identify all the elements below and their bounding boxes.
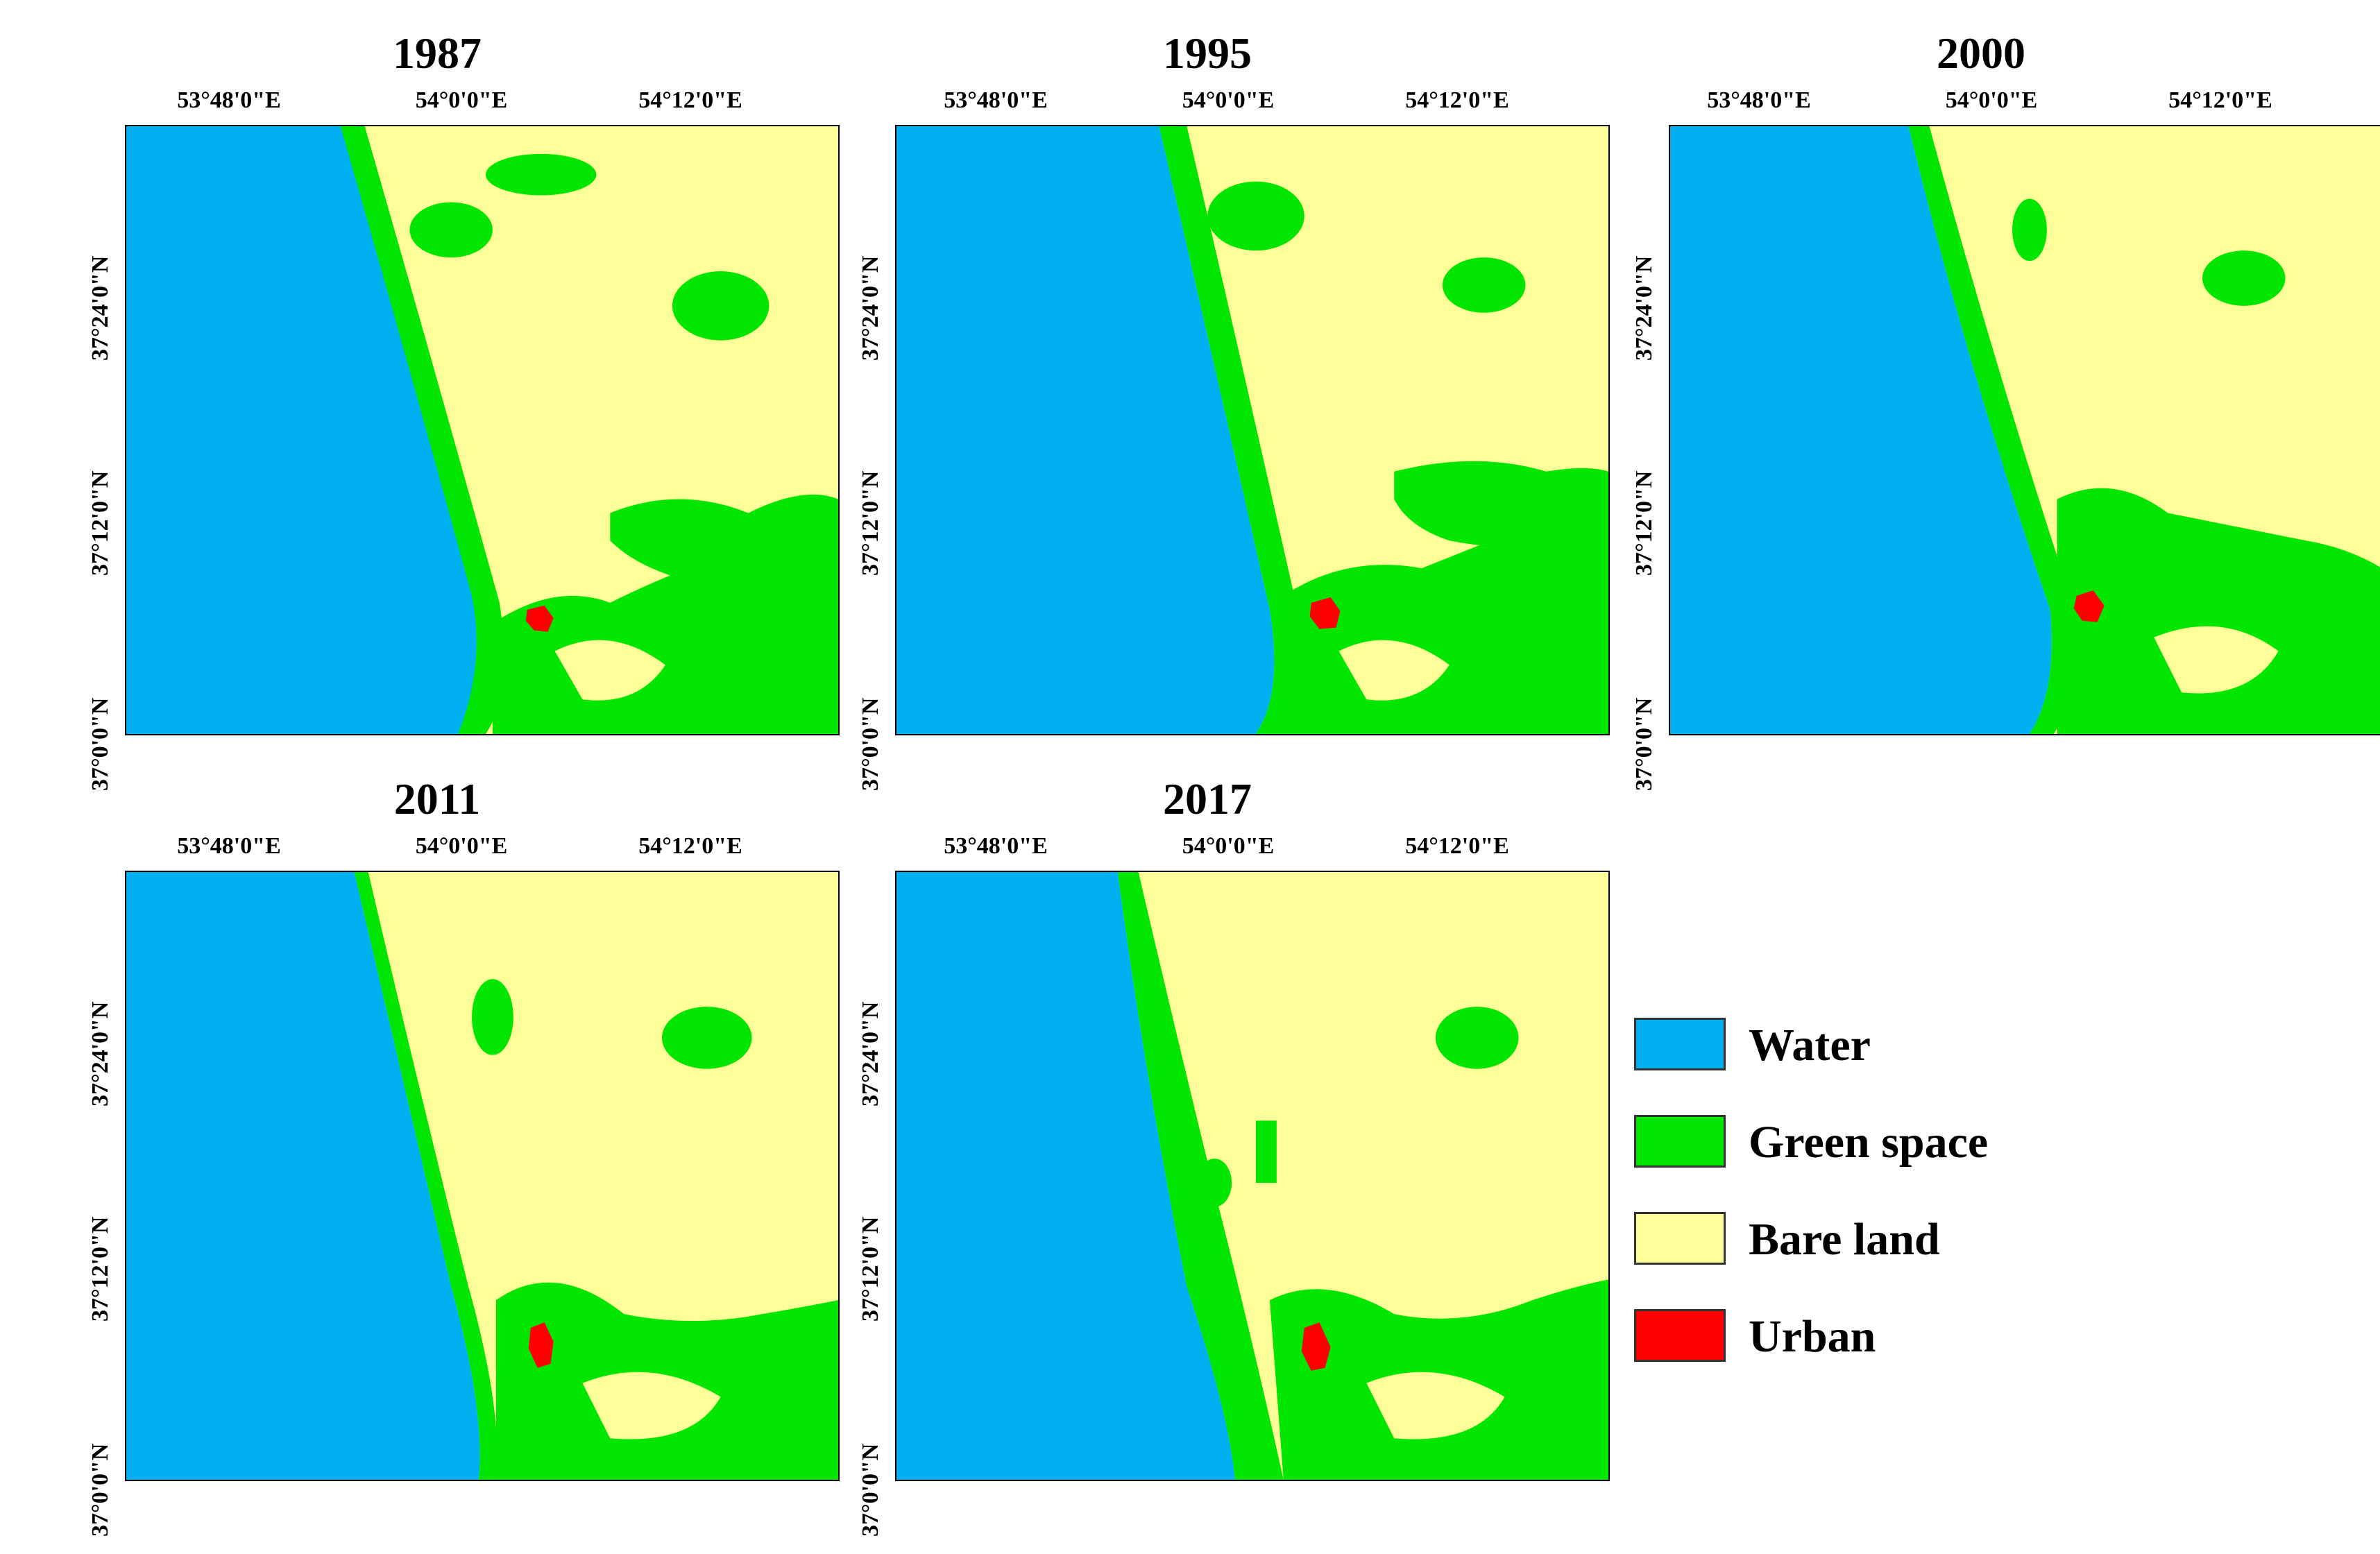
x-tick-label: 54°0'0"E [1945,87,2038,113]
legend-label: Water [1749,1020,1871,1070]
land-cover-map [125,871,840,1481]
green-patch [1197,1159,1232,1207]
green-patch [472,979,513,1055]
legend-item-bare-land: Bare land [1634,1204,2120,1273]
bare-land-patch [1366,1372,1505,1440]
x-tick-label: 54°12'0"E [638,833,742,859]
water-area [126,126,484,734]
y-tick-label: 37°12'0"N [858,470,883,576]
x-tick-label: 53°48'0"E [944,833,1048,859]
x-tick-label: 54°0'0"E [1182,87,1275,113]
land-cover-map [895,125,1610,735]
map-panel-2000: 2000 53°48'0"E 54°0'0"E 54°12'0"E 37°0'0… [1620,28,2380,791]
legend-swatch [1634,1212,1726,1265]
panel-title: 2000 [1937,28,2025,78]
bare-land-patch [582,1372,721,1440]
map-panel-1987: 1987 53°48'0"E 54°0'0"E 54°12'0"E 37°0'0… [76,28,840,791]
map-legend: Water Green space Bare land Urban [1634,1009,2120,1370]
green-coastal-strip [354,872,498,1480]
x-tick-label: 54°12'0"E [638,87,742,113]
x-tick-label: 54°0'0"E [415,87,508,113]
y-tick-label: 37°24'0"N [858,255,883,361]
y-tick-label: 37°24'0"N [1631,255,1657,361]
green-field-block [1255,1120,1277,1183]
x-tick-label: 53°48'0"E [177,87,281,113]
x-tick-label: 54°12'0"E [1405,833,1509,859]
y-tick-label: 37°24'0"N [858,1001,883,1107]
x-tick-label: 53°48'0"E [944,87,1048,113]
legend-swatch [1634,1115,1726,1168]
x-tick-label: 54°0'0"E [1182,833,1275,859]
legend-item-green-space: Green space [1634,1107,2120,1176]
land-cover-raster [1670,126,2380,734]
x-tick-label: 53°48'0"E [1707,87,1811,113]
green-patch [1207,181,1304,251]
green-space-east [1394,461,1608,548]
green-space-east [610,494,838,582]
land-cover-map [1669,125,2380,735]
water-area [896,872,1236,1480]
legend-swatch [1634,1018,1726,1070]
urban-area [528,1322,554,1368]
y-tick-label: 37°12'0"N [87,1216,113,1322]
legend-label: Urban [1749,1311,1876,1362]
land-cover-raster [896,126,1608,734]
map-panel-1995: 1995 53°48'0"E 54°0'0"E 54°12'0"E 37°0'0… [847,28,1610,791]
urban-area [525,605,554,632]
x-tick-label: 53°48'0"E [177,833,281,859]
land-cover-raster [126,872,838,1480]
urban-area [1301,1322,1331,1371]
green-patch [485,153,597,196]
x-tick-label: 54°0'0"E [415,833,508,859]
map-panel-2011: 2011 53°48'0"E 54°0'0"E 54°12'0"E 37°0'0… [76,774,840,1537]
bare-land-patch [554,640,665,701]
y-tick-label: 37°12'0"N [87,470,113,576]
land-cover-raster [126,126,838,734]
y-tick-label: 37°0'0"N [87,1443,113,1537]
legend-item-water: Water [1634,1009,2120,1079]
land-cover-raster [896,872,1608,1480]
x-tick-label: 54°12'0"E [2168,87,2272,113]
y-tick-label: 37°0'0"N [1631,697,1657,791]
green-patch [409,202,493,258]
legend-item-urban: Urban [1634,1301,2120,1370]
water-area [896,126,1275,734]
green-patch [661,1007,752,1069]
water-area [126,872,480,1480]
green-patch [1442,257,1526,313]
y-tick-label: 37°24'0"N [87,255,113,361]
legend-label: Green space [1749,1117,1989,1168]
y-tick-label: 37°24'0"N [87,1001,113,1107]
green-coastal-strip [340,126,504,734]
land-cover-map [895,871,1610,1481]
green-coastal-strip [1908,126,2076,734]
green-patch [2012,198,2047,262]
green-patch [2202,250,2286,306]
y-tick-label: 37°12'0"N [1631,470,1657,576]
green-coastal-strip [1159,126,1302,734]
green-patch [1435,1007,1519,1069]
water-area [1670,126,2052,734]
bare-land-patch [2154,626,2279,694]
y-tick-label: 37°0'0"N [858,1443,883,1537]
panel-title: 2017 [1163,774,1252,823]
panel-title: 1995 [1163,28,1252,78]
map-panel-2017: 2017 53°48'0"E 54°0'0"E 54°12'0"E 37°0'0… [847,774,1610,1537]
bare-land-patch [1338,640,1450,701]
legend-swatch [1634,1309,1726,1362]
panel-title: 1987 [393,28,482,78]
urban-area [1309,597,1341,629]
x-tick-label: 54°12'0"E [1405,87,1509,113]
urban-area [2073,590,2105,622]
green-space-south [2057,488,2380,734]
panel-title: 2011 [393,774,481,823]
green-patch [672,271,770,341]
y-tick-label: 37°12'0"N [858,1216,883,1322]
land-cover-map [125,125,840,735]
legend-label: Bare land [1749,1214,1940,1265]
